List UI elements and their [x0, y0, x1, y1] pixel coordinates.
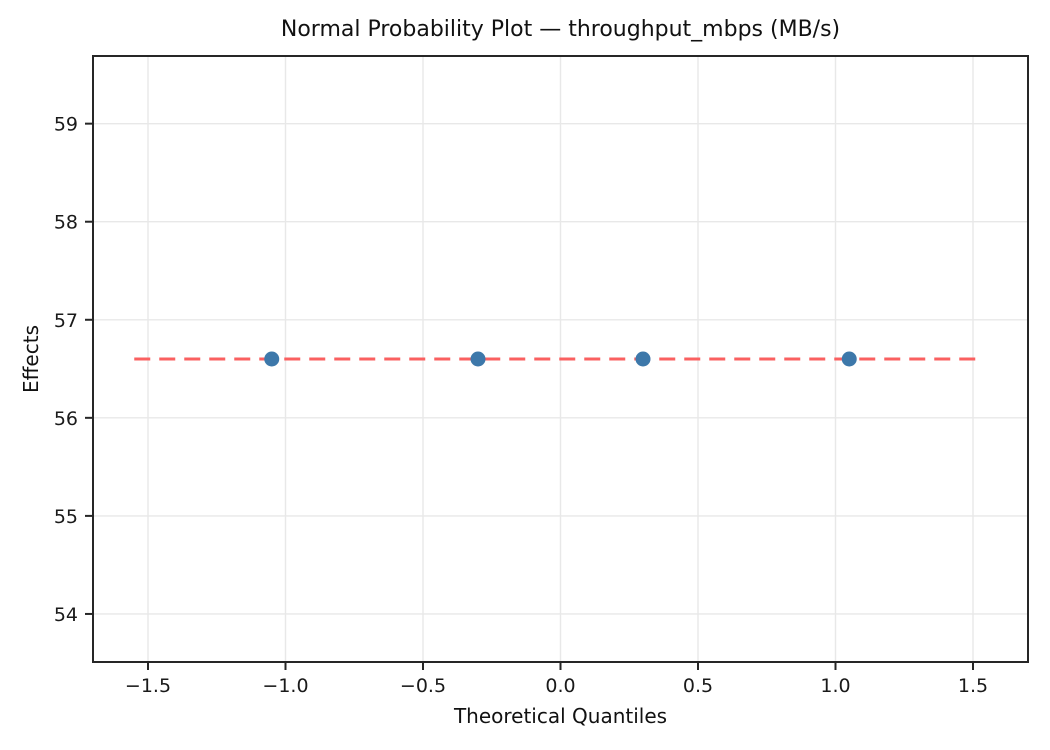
- x-tick-label: 1.0: [820, 675, 850, 697]
- y-tick-label: 54: [54, 604, 78, 626]
- x-tick-label: −1.5: [125, 675, 171, 697]
- x-tick-label: 1.5: [958, 675, 988, 697]
- y-tick-label: 59: [54, 114, 78, 136]
- y-tick-label: 57: [54, 310, 78, 332]
- x-tick-label: 0.5: [683, 675, 713, 697]
- x-tick-label: −0.5: [400, 675, 446, 697]
- y-tick-label: 58: [54, 212, 78, 234]
- data-point: [635, 351, 651, 367]
- x-tick-label: 0.0: [545, 675, 575, 697]
- y-tick-label: 56: [54, 408, 78, 430]
- x-tick-label: −1.0: [262, 675, 308, 697]
- chart-title: Normal Probability Plot — throughput_mbp…: [280, 17, 841, 42]
- data-point: [841, 351, 857, 367]
- data-point: [264, 351, 280, 367]
- x-axis-label: Theoretical Quantiles: [453, 704, 668, 728]
- data-point: [470, 351, 486, 367]
- y-axis-label: Effects: [19, 325, 43, 393]
- y-tick-label: 55: [54, 506, 78, 528]
